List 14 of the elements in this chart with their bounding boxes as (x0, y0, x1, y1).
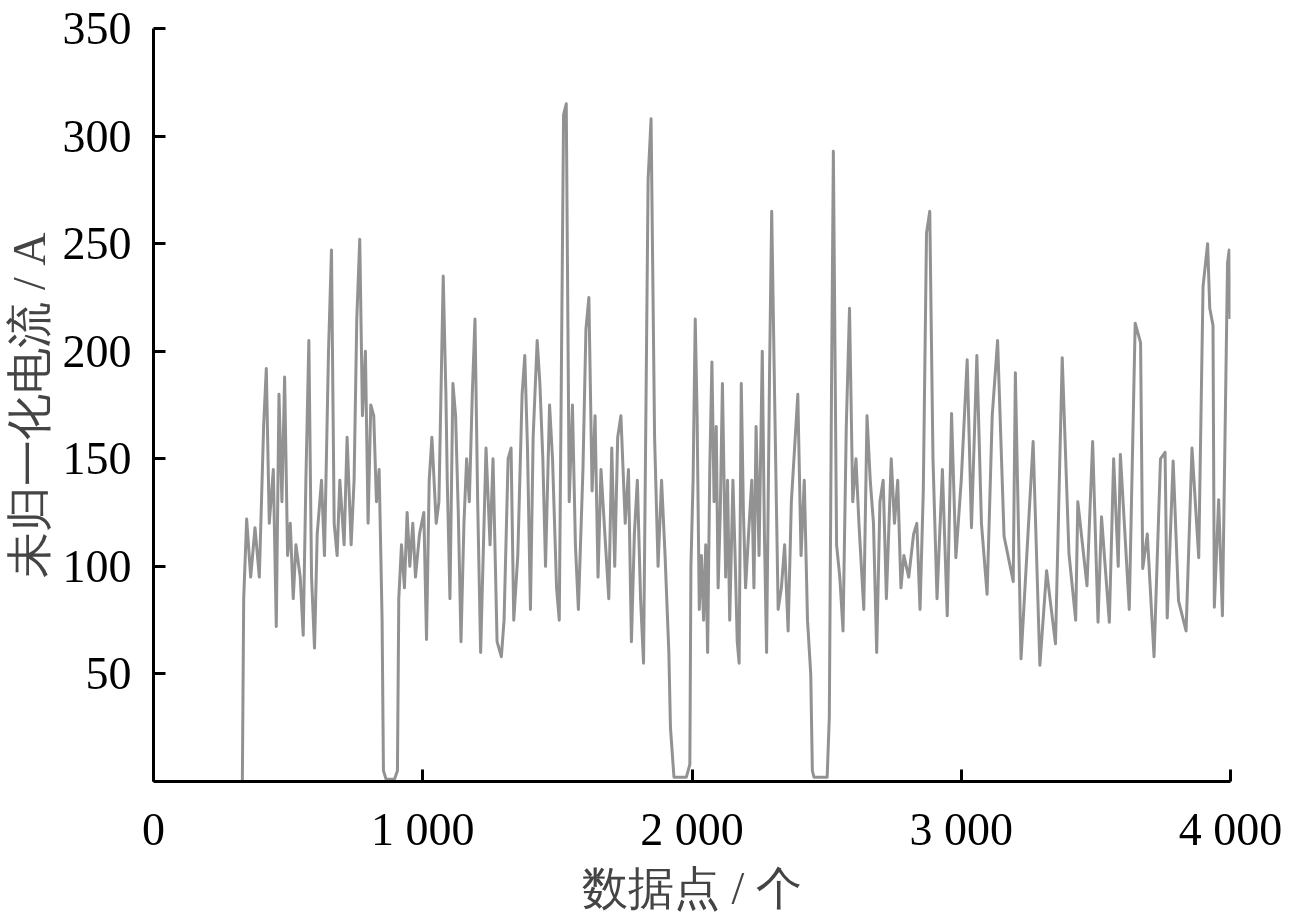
y-tick-label: 100 (62, 540, 132, 592)
x-tick-label: 3 000 (909, 803, 1013, 855)
x-tick-label: 1 000 (371, 803, 475, 855)
y-axis-title: 未归一化电流 / A (3, 232, 55, 578)
y-tick-label: 250 (62, 218, 132, 270)
y-tick-label: 150 (62, 433, 132, 485)
x-tick-label: 2 000 (640, 803, 744, 855)
y-tick-label: 300 (62, 110, 132, 162)
y-tick-label: 50 (85, 648, 132, 700)
x-tick-label: 4 000 (1178, 803, 1283, 855)
y-tick-label: 350 (62, 3, 132, 54)
x-tick-label: 0 (142, 803, 165, 855)
y-tick-label: 200 (62, 325, 132, 377)
x-axis-title: 数据点 / 个 (582, 862, 802, 914)
